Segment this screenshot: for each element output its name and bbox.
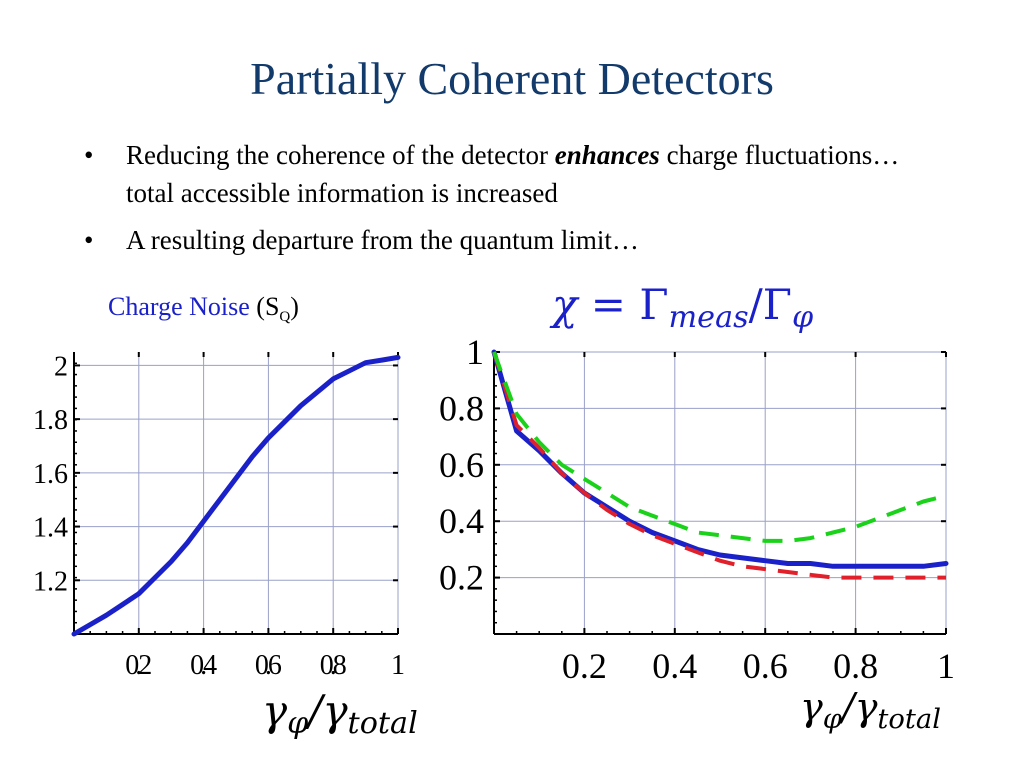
y-tick-label: 1.4: [33, 513, 68, 544]
series-line-2: [492, 351, 946, 580]
series-line-1: [71, 354, 401, 637]
bullet-list: • Reducing the coherence of the detector…: [84, 136, 944, 268]
y-tick-label: 0.8: [439, 388, 484, 428]
chi-symbol: χ: [552, 280, 578, 329]
y-tick-label: 0.6: [439, 445, 484, 485]
left-chart-title: Charge Noise (SQ): [108, 292, 299, 326]
right-x-axis-label: γφ/γtotal: [800, 685, 941, 735]
slide-title: Partially Coherent Detectors: [250, 53, 774, 104]
x-tick-label: 0.4: [652, 646, 697, 686]
slash: /: [308, 686, 323, 735]
x-tick-label: 0.2: [125, 650, 152, 681]
gamma-symbol: γ: [854, 685, 878, 729]
slash: /: [841, 685, 855, 729]
y-tick-label: 1.8: [33, 405, 68, 436]
y-tick-label: 0.2: [439, 558, 484, 598]
gamma-symbol: γ: [800, 685, 823, 729]
bullet-emphasis: enhances: [554, 140, 660, 170]
x-tick-label: 0.6: [255, 650, 282, 681]
slash: /: [748, 280, 763, 329]
series-line-1: [491, 349, 949, 569]
y-tick-label: 1: [466, 332, 484, 372]
y-tick-label: 0.4: [439, 501, 484, 541]
phi-subscript: φ: [822, 703, 842, 735]
phi-subscript: φ: [791, 300, 814, 336]
bullet-symbol: •: [84, 140, 94, 170]
gamma-symbol: Γ: [639, 280, 669, 329]
gamma-symbol: Γ: [762, 280, 792, 329]
x-tick-label: 0.6: [743, 646, 788, 686]
x-tick-label: 0.4: [190, 650, 217, 681]
x-tick-label: 0.8: [320, 650, 347, 681]
equals-sign: =: [577, 280, 640, 329]
bullet-item: • A resulting departure from the quantum…: [84, 221, 944, 259]
gamma-symbol: γ: [262, 686, 288, 735]
x-tick-label: 0.8: [833, 646, 878, 686]
bullet-text: A resulting departure from the quantum l…: [126, 225, 639, 255]
phi-subscript: φ: [287, 706, 309, 742]
meas-subscript: meas: [668, 300, 749, 336]
left-chart-title-text: Charge Noise: [108, 292, 250, 321]
left-chart-title-close: ): [290, 292, 299, 321]
total-subscript: total: [877, 703, 941, 735]
y-tick-label: 2: [54, 351, 68, 382]
left-x-axis-label: γφ/γtotal: [262, 686, 418, 741]
left-chart-title-sub: Q: [279, 309, 291, 326]
y-tick-label: 1.6: [33, 459, 68, 490]
x-tick-label: 1: [391, 650, 405, 681]
left-chart-title-open: (S: [249, 292, 280, 321]
x-tick-label: 1: [937, 646, 955, 686]
bullet-item: • Reducing the coherence of the detector…: [84, 136, 944, 212]
gamma-symbol: γ: [322, 686, 348, 735]
x-tick-label: 0.2: [562, 646, 607, 686]
series-line-3: [492, 351, 947, 543]
right-chart-title: χ = Γmeas/Γφ: [552, 280, 813, 335]
bullet-symbol: •: [84, 225, 94, 255]
y-tick-label: 1.2: [33, 566, 68, 597]
total-subscript: total: [347, 706, 418, 742]
bullet-text: charge fluctuations… total accessible in…: [126, 140, 900, 208]
bullet-text: Reducing the coherence of the detector: [126, 140, 555, 170]
